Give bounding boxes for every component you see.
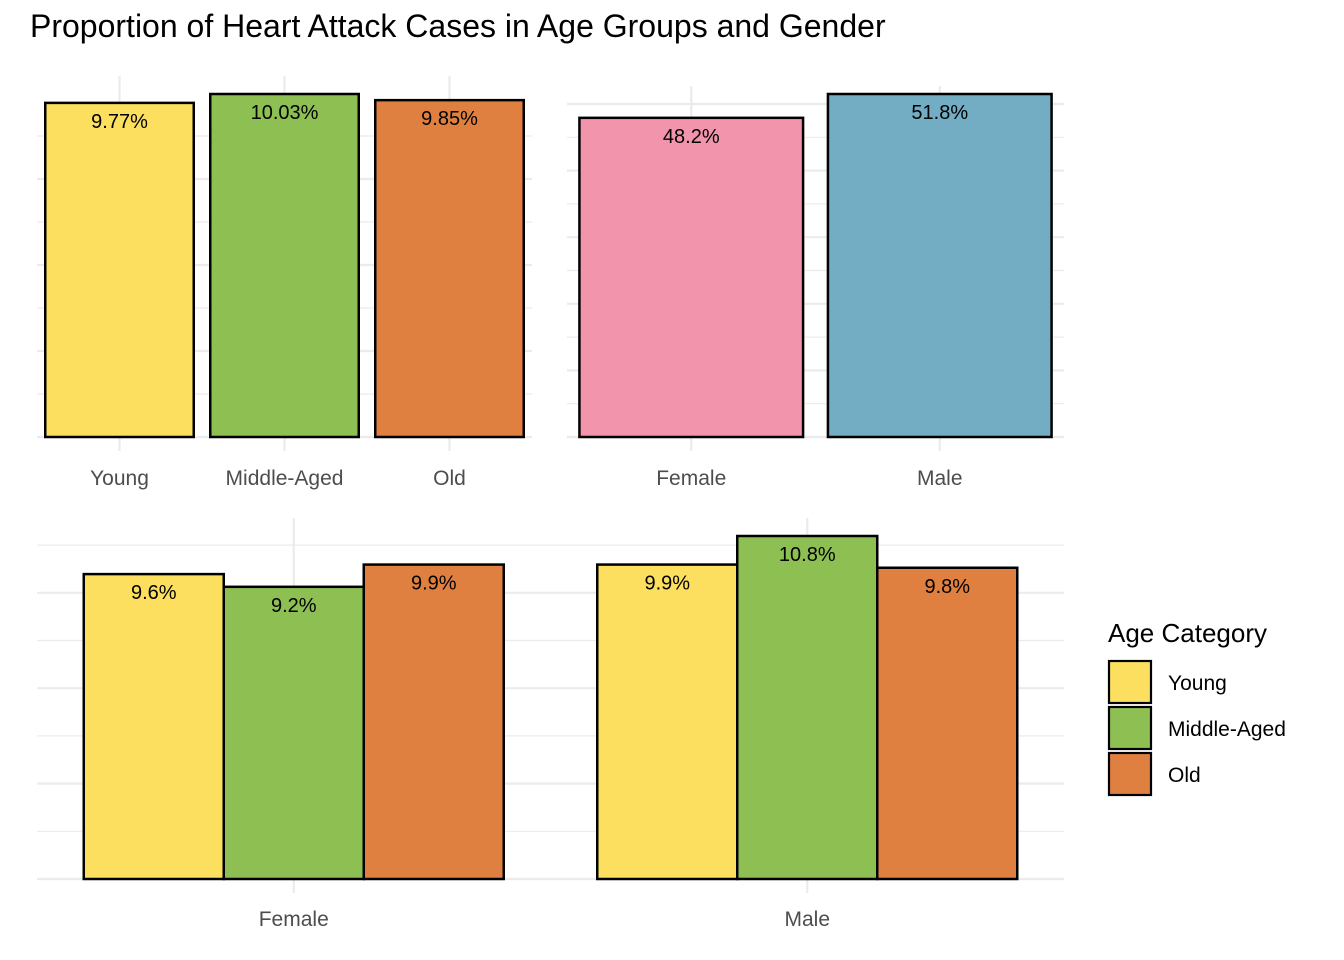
data-label-male: 51.8% <box>911 102 968 124</box>
tick-label-young: Young <box>90 467 149 490</box>
data-label-female-old: 9.9% <box>411 573 457 595</box>
legend-label-middle-aged: Middle-Aged <box>1168 718 1286 741</box>
tick-label-female: Female <box>656 467 726 490</box>
tick-label-old: Old <box>433 467 466 490</box>
bar-male-old <box>876 566 1019 881</box>
panel-gender: 48.2% Female 51.8% Male <box>567 86 1064 490</box>
tick-label-female: Female <box>259 908 329 931</box>
data-label-old: 9.85% <box>421 108 478 130</box>
bar-male <box>826 92 1053 439</box>
data-label-female-middle-aged: 9.2% <box>271 595 317 617</box>
data-label-male-young: 9.9% <box>644 573 690 595</box>
bar-old <box>374 98 525 439</box>
data-label-female-young: 9.6% <box>131 582 177 604</box>
bar-female-young <box>82 572 225 881</box>
bar-middle-aged <box>209 92 360 439</box>
bar-female-old <box>362 563 505 881</box>
bar-male-middle-aged <box>736 534 879 881</box>
panel-gender-by-age: 9.6% 9.2% 9.9% Female 9.9% 10.8% 9.8% Male <box>37 518 1064 931</box>
bar-male-young <box>596 563 739 881</box>
data-label-male-middle-aged: 10.8% <box>779 544 836 566</box>
legend-title: Age Category <box>1108 618 1267 648</box>
tick-label-male: Male <box>784 908 830 931</box>
data-label-male-old: 9.8% <box>924 576 970 598</box>
tick-label-middle-aged: Middle-Aged <box>226 467 344 490</box>
legend-label-young: Young <box>1168 672 1227 695</box>
tick-label-male: Male <box>917 467 963 490</box>
data-label-female: 48.2% <box>663 126 720 148</box>
legend-label-old: Old <box>1168 764 1201 787</box>
bar-female-middle-aged <box>222 585 365 881</box>
bar-young <box>44 101 195 439</box>
data-label-middle-aged: 10.03% <box>251 102 319 124</box>
legend-swatch-young <box>1107 659 1153 705</box>
bar-female <box>578 116 805 439</box>
panel-age-groups: 9.77% Young 10.03% Middle-Aged 9.85% Old <box>37 76 532 490</box>
data-label-young: 9.77% <box>91 111 148 133</box>
legend: Age Category Young Middle-Aged Old <box>1107 618 1286 797</box>
legend-swatch-middle-aged <box>1107 705 1153 751</box>
legend-swatch-old <box>1107 751 1153 797</box>
chart-title: Proportion of Heart Attack Cases in Age … <box>30 8 886 44</box>
